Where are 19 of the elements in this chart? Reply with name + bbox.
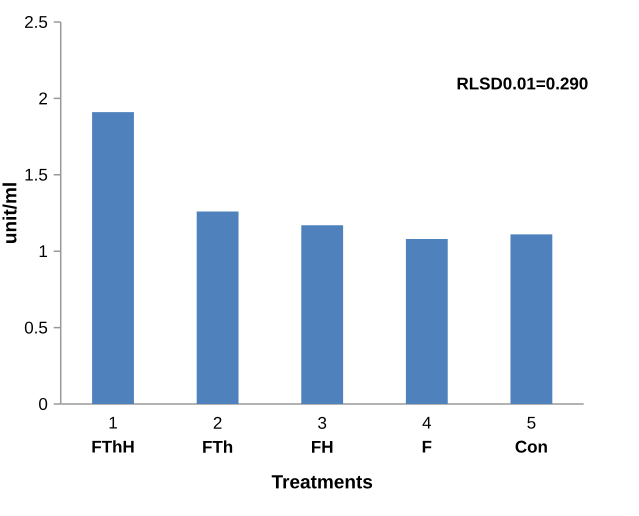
y-tick-label: 0 (39, 398, 48, 410)
y-axis-title: unit/ml (2, 183, 17, 243)
x-tick-label: 4 F (422, 416, 432, 453)
bar (301, 225, 344, 404)
y-tick-label: 2.5 (25, 16, 48, 28)
x-tick-label: 1 FThH (92, 416, 134, 453)
x-axis-title: Treatments (272, 475, 372, 489)
bar (510, 234, 552, 404)
bar (196, 211, 239, 404)
x-tick-label: 3 FH (312, 416, 332, 453)
x-tick-label: 5 Con (516, 416, 547, 453)
y-tick-label: 1.5 (26, 168, 48, 181)
y-tick-label: 1 (40, 245, 48, 258)
annotation: RLSD0.01=0.290 (458, 78, 588, 90)
bar (406, 238, 448, 404)
x-tick-label: 2 FTh (203, 416, 232, 453)
bar (92, 112, 134, 404)
y-tick-label: 0.5 (24, 322, 48, 334)
y-tick-label: 2 (39, 92, 47, 104)
